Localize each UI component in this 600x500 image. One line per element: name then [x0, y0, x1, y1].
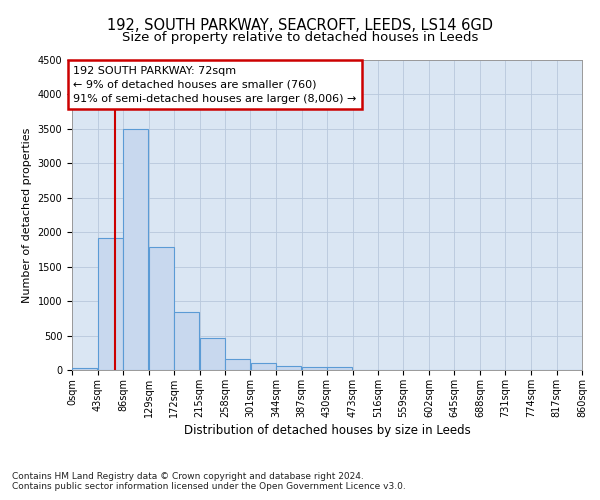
Bar: [327, 367, 352, 370]
X-axis label: Distribution of detached houses by size in Leeds: Distribution of detached houses by size …: [184, 424, 470, 437]
Text: 192, SOUTH PARKWAY, SEACROFT, LEEDS, LS14 6GD: 192, SOUTH PARKWAY, SEACROFT, LEEDS, LS1…: [107, 18, 493, 32]
Bar: [123, 129, 148, 370]
Bar: [200, 338, 225, 370]
Bar: [225, 359, 250, 370]
Bar: [174, 312, 199, 370]
Bar: [302, 366, 327, 370]
Text: Contains HM Land Registry data © Crown copyright and database right 2024.: Contains HM Land Registry data © Crown c…: [12, 472, 364, 481]
Text: Contains public sector information licensed under the Open Government Licence v3: Contains public sector information licen…: [12, 482, 406, 491]
Bar: [149, 246, 174, 370]
Bar: [276, 366, 301, 370]
Bar: [72, 368, 97, 370]
Bar: [98, 238, 123, 370]
Bar: [251, 363, 276, 370]
Text: Size of property relative to detached houses in Leeds: Size of property relative to detached ho…: [122, 31, 478, 44]
Text: 192 SOUTH PARKWAY: 72sqm
← 9% of detached houses are smaller (760)
91% of semi-d: 192 SOUTH PARKWAY: 72sqm ← 9% of detache…: [73, 66, 356, 104]
Y-axis label: Number of detached properties: Number of detached properties: [22, 128, 32, 302]
